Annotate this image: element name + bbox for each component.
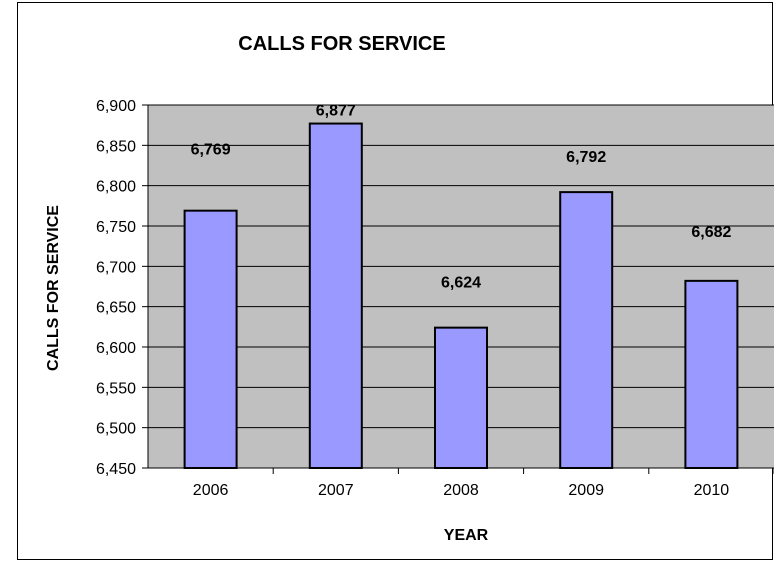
y-tick-label: 6,900 — [96, 98, 136, 115]
chart-title: CALLS FOR SERVICE — [238, 33, 445, 55]
bar-2006 — [183, 209, 238, 469]
chart-frame: CALLS FOR SERVICE 6,450 6,500 6,550 6,600 6,… — [17, 2, 774, 560]
y-tick-label: 6,850 — [96, 138, 136, 155]
x-tick-label-2010: 2010 — [694, 482, 730, 499]
data-label-2010: 6,682 — [691, 224, 731, 241]
data-label-2006: 6,769 — [191, 142, 231, 159]
x-tick-label-2009: 2009 — [568, 482, 604, 499]
x-axis-label: YEAR — [444, 527, 489, 544]
y-tick-label: 6,450 — [96, 461, 136, 478]
x-tick-label-2008: 2008 — [443, 482, 479, 499]
y-tick-label: 6,600 — [96, 340, 136, 357]
y-tick-label: 6,550 — [96, 380, 136, 397]
y-tick-label: 6,650 — [96, 300, 136, 317]
y-axis-label: CALLS FOR SERVICE — [45, 205, 62, 371]
bar-2010 — [684, 279, 739, 469]
y-tick-label: 6,750 — [96, 219, 136, 236]
bar-2007 — [308, 122, 363, 469]
y-tick-label: 6,800 — [96, 179, 136, 196]
data-label-2008: 6,624 — [441, 275, 481, 292]
x-tick-label-2007: 2007 — [318, 482, 354, 499]
bar-chart: CALLS FOR SERVICE 6,4506,5006,5506,6006,… — [45, 33, 774, 544]
data-label-2009: 6,792 — [566, 149, 606, 166]
plot-area: 6,450 6,500 6,550 6,600 6,650 6,700 6,750 6,800… — [96, 98, 774, 499]
bar-2009 — [559, 191, 614, 469]
y-tick-label: 6,700 — [96, 259, 136, 276]
data-label-2007: 6,877 — [316, 103, 356, 120]
y-tick-label: 6,500 — [96, 421, 136, 438]
bar-2008 — [434, 326, 488, 470]
x-tick-label-2006: 2006 — [193, 482, 229, 499]
